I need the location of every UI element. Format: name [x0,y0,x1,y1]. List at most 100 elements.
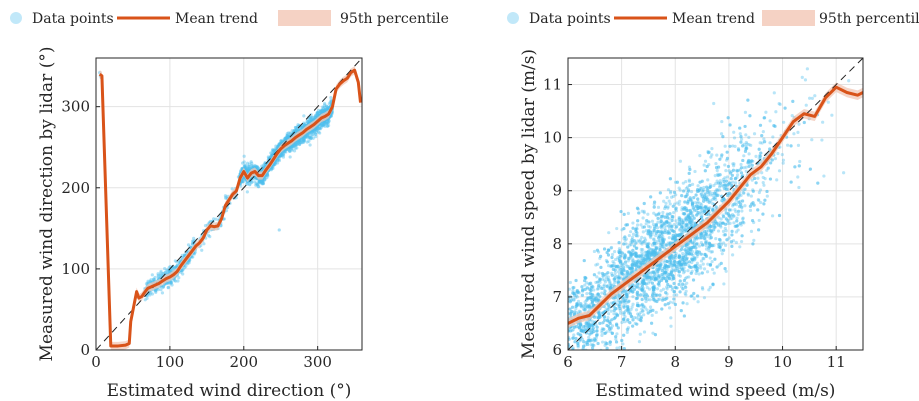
scatter-point [686,269,690,273]
scatter-point [273,148,277,152]
scatter-point [613,249,617,254]
scatter-point [678,159,683,163]
scatter-point [672,260,676,264]
scatter-point [641,282,645,286]
scatter-point [796,175,800,179]
scatter-point [723,222,728,226]
scatter-point [575,325,579,329]
scatter-point [173,259,177,263]
scatter-point [316,111,321,115]
scatter-point [586,296,590,301]
scatter-point [681,258,685,262]
scatter-point [676,269,680,273]
scatter-point [681,301,685,305]
scatter-point [762,140,767,144]
scatter-point [214,217,218,221]
scatter-point [588,338,592,342]
scatter-point [323,109,327,113]
scatter-point [694,193,698,197]
scatter-point [280,140,284,144]
scatter-point [154,290,158,294]
scatter-point [602,292,607,296]
scatter-point [329,114,333,118]
scatter-point [290,144,295,148]
scatter-point [271,147,275,152]
scatter-point [677,273,681,277]
scatter-point [761,212,765,216]
scatter-point [608,280,612,284]
scatter-point [681,251,685,256]
scatter-point [720,199,724,203]
scatter-point [243,164,247,168]
scatter-point [606,315,610,320]
scatter-point [296,142,300,146]
scatter-point [269,167,273,171]
scatter-point [305,119,309,123]
scatter-point [270,153,274,157]
scatter-point [581,288,585,292]
scatter-point [649,321,654,325]
scatter-point [638,260,642,265]
scatter-point [150,273,154,277]
scatter-point [683,254,687,258]
scatter-point [318,127,323,131]
scatter-point [700,243,705,247]
scatter-point [670,214,674,219]
scatter-point [257,180,261,184]
scatter-point [618,259,622,264]
scatter-point [310,130,314,134]
scatter-point [676,233,680,237]
scatter-point [257,179,261,184]
scatter-point [260,164,264,168]
scatter-point [635,231,639,235]
scatter-point [318,131,322,135]
scatter-point [321,105,325,109]
scatter-point [810,96,814,100]
scatter-point [581,344,586,348]
scatter-point [279,139,283,143]
scatter-point [609,264,613,268]
scatter-point [303,135,308,140]
scatter-point [276,158,280,162]
scatter-point [726,164,731,169]
scatter-point [708,185,713,189]
scatter-point [630,266,634,270]
scatter-point [660,230,664,234]
scatter-point [296,127,300,131]
scatter-point [276,144,281,148]
scatter-point [721,221,725,225]
scatter-point [301,138,305,142]
scatter-point [661,296,665,300]
scatter-point [591,343,595,347]
scatter-point [683,262,688,267]
scatter-point [314,113,318,118]
scatter-point [640,280,644,284]
scatter-point [580,329,584,333]
scatter-point [288,146,292,150]
scatter-point [316,111,320,115]
scatter-point [306,136,310,140]
scatter-point [263,177,267,181]
scatter-point [653,333,658,337]
scatter-point [149,291,153,295]
scatter-point [728,214,732,218]
scatter-point [656,205,661,209]
scatter-point [730,244,734,248]
scatter-point [735,169,739,173]
scatter-point [631,248,635,252]
scatter-point [690,182,695,186]
scatter-point [615,332,619,336]
scatter-point [757,228,761,232]
scatter-point [589,297,593,301]
scatter-point [618,254,622,258]
scatter-point [629,307,633,312]
scatter-point [592,249,597,254]
scatter-point [595,333,599,337]
scatter-point [608,340,612,344]
scatter-point [699,252,703,256]
scatter-point [317,127,322,131]
scatter-point [710,146,714,151]
scatter-point [706,197,710,201]
scatter-point [326,118,331,122]
scatter-point [680,256,684,260]
